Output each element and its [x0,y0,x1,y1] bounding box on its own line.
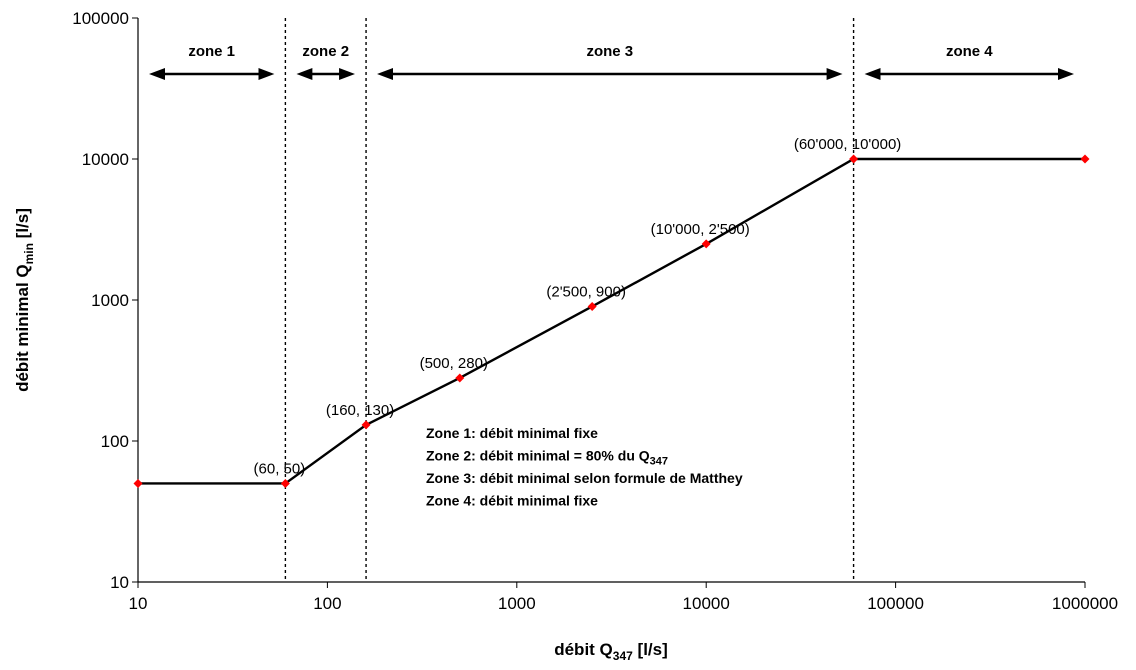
data-point [133,478,143,488]
data-point [280,478,290,488]
y-axis-title: débit minimal Qmin [l/s] [13,208,36,392]
data-point-label: (60'000, 10'000) [794,136,901,153]
zone-labels: zone 1 zone 2 zone 3 zone 4 [188,43,993,60]
data-point [1080,154,1090,164]
data-point [587,301,597,311]
zone-description: Zone 1: débit minimal fixe [426,425,598,441]
data-point-label: (2'500, 900) [546,283,626,300]
data-point [455,373,465,383]
y-ticks: 10 100 1000 10000 100000 [72,9,138,592]
data-point-label: (10'000, 2'500) [651,221,750,238]
x-tick-label: 1000000 [1052,594,1118,613]
y-tick-label: 10 [110,573,129,592]
data-point [361,420,371,430]
data-point-label: (500, 280) [420,355,488,372]
zone-label: zone 1 [188,43,235,60]
x-tick-label: 100 [313,594,341,613]
zone-description: Zone 3: débit minimal selon formule de M… [426,470,743,486]
data-point-label: (60, 50) [254,460,306,477]
data-point [701,239,711,249]
y-tick-label: 100000 [72,9,129,28]
zone-label: zone 4 [946,43,993,60]
x-tick-label: 10 [129,594,148,613]
data-series [133,154,1090,488]
zone-legend: Zone 1: débit minimal fixe Zone 2: débit … [426,425,743,509]
data-point [849,154,859,164]
x-tick-label: 1000 [498,594,536,613]
zone-label: zone 3 [586,43,633,60]
y-tick-label: 10000 [82,150,129,169]
x-tick-label: 100000 [867,594,924,613]
zone-description: Zone 2: débit minimal = 80% du Q347 [426,448,668,468]
point-labels: (60, 50) (160, 130) (500, 280) (2'500, 900)… [254,136,902,477]
x-ticks: 10 100 1000 10000 100000 1000000 [129,582,1118,613]
zone-boundaries [284,18,855,582]
zone-label: zone 2 [302,43,349,60]
y-tick-label: 1000 [91,291,129,310]
x-tick-label: 10000 [683,594,730,613]
y-tick-label: 100 [101,432,129,451]
zone-description: Zone 4: débit minimal fixe [426,493,598,509]
series-line [138,157,1085,485]
x-axis-title: débit Q347 [l/s] [554,640,668,663]
data-point-label: (160, 130) [326,402,394,419]
